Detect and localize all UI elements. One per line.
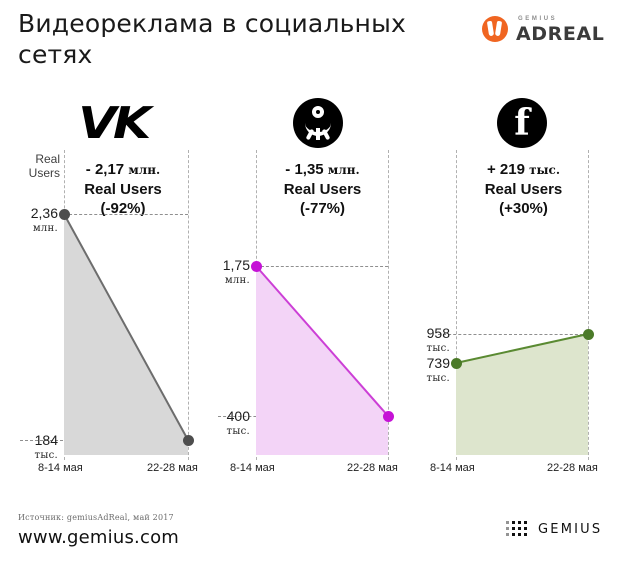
adreal-mark-icon xyxy=(482,16,508,42)
ok-start-value: 1,75 млн. xyxy=(222,257,250,287)
callout-vk-value: - 2,17 xyxy=(85,161,125,178)
callout-vk: - 2,17 млн. Real Users (-92%) xyxy=(48,160,198,218)
vk-trend-line xyxy=(63,213,189,441)
vk-guide-right xyxy=(188,150,189,460)
ok-xlabel-left: 8-14 мая xyxy=(230,462,275,474)
callout-vk-unit: млн. xyxy=(128,163,161,177)
fb-area-fill xyxy=(456,334,588,455)
callout-ok-unit: млн. xyxy=(327,163,360,177)
source-note: Источник: gemiusAdReal, май 2017 xyxy=(18,513,174,522)
fb-datapoint-start xyxy=(450,357,462,369)
callout-fb-unit: тыс. xyxy=(529,163,561,177)
vk-datapoint-end xyxy=(182,434,194,446)
fb-series-svg xyxy=(455,333,589,455)
fb-datapoint-end xyxy=(582,328,594,340)
gemius-website-link[interactable]: www.gemius.com xyxy=(18,527,180,548)
page-title: Видеореклама в социальных сетях xyxy=(18,9,407,69)
vk-hguide-start xyxy=(64,214,188,215)
callout-fb-line3: (+30%) xyxy=(499,200,548,217)
gemius-footer-logo: GEMIUS xyxy=(506,518,612,540)
adreal-gemius-label: GEMIUS xyxy=(518,16,558,22)
callout-fb-line2: Real Users xyxy=(484,181,563,198)
adreal-wordmark: ADREAL xyxy=(516,23,605,45)
chart-vk: 2,36 млн. 184 тыс. 8-14 мая 22-28 мая xyxy=(0,150,218,474)
y-axis-title: Real Users xyxy=(28,152,60,180)
ok-end-value: 400 тыс. xyxy=(226,408,250,438)
fb-guide-left xyxy=(456,150,457,460)
fb-xlabel-right: 22-28 мая xyxy=(547,462,598,474)
facebook-icon: f xyxy=(497,98,547,148)
vk-end-value: 184 тыс. xyxy=(34,432,58,462)
ok-arms-shape xyxy=(305,123,331,140)
callout-vk-line3: (-92%) xyxy=(100,200,146,217)
callout-fb-value: + 219 xyxy=(486,161,525,178)
ok-xlabel-right: 22-28 мая xyxy=(347,462,398,474)
chart-fb: 958 тыс. 739 тыс. 8-14 мая 22-28 мая xyxy=(418,150,624,474)
vk-area-fill xyxy=(64,214,188,455)
gemius-adreal-logo: GEMIUS ADREAL xyxy=(482,13,607,47)
fb-trend-line xyxy=(455,333,589,364)
callout-ok-value: - 1,35 xyxy=(285,161,324,178)
odnoklassniki-icon xyxy=(293,98,343,148)
vk-xlabel-left: 8-14 мая xyxy=(38,462,83,474)
vk-xlabel-right: 22-28 мая xyxy=(147,462,198,474)
ok-area-fill xyxy=(256,266,388,455)
vk-icon: VK xyxy=(78,98,151,149)
gemius-dotgrid-icon xyxy=(506,521,530,537)
callout-vk-line2: Real Users xyxy=(84,181,162,198)
vk-series-svg xyxy=(63,213,189,455)
ok-hguide-start xyxy=(256,266,388,267)
callout-fb: + 219 тыс. Real Users (+30%) xyxy=(446,160,601,218)
fb-hguide-end xyxy=(438,334,588,335)
callout-ok: - 1,35 млн. Real Users (-77%) xyxy=(245,160,400,218)
fb-start-value: 739 тыс. xyxy=(426,355,450,385)
ok-series-svg xyxy=(255,265,389,455)
callout-ok-line2: Real Users xyxy=(283,181,362,198)
ok-trend-line xyxy=(255,265,389,417)
fb-end-value: 958 тыс. xyxy=(426,325,450,355)
ok-head-shape xyxy=(312,106,324,118)
callout-ok-line3: (-77%) xyxy=(299,200,345,217)
vk-start-value: 2,36 млн. xyxy=(30,205,58,235)
fb-guide-right xyxy=(588,150,589,460)
callout-ok-line1: - 1,35 млн. xyxy=(245,160,400,180)
chart-ok: 1,75 млн. 400 тыс. 8-14 мая 22-28 мая xyxy=(218,150,418,474)
ok-guide-right xyxy=(388,150,389,460)
ok-datapoint-start xyxy=(250,260,262,272)
vk-datapoint-start xyxy=(58,208,70,220)
gemius-wordmark: GEMIUS xyxy=(538,522,603,537)
callout-fb-line1: + 219 тыс. xyxy=(446,160,601,180)
fb-xlabel-left: 8-14 мая xyxy=(430,462,475,474)
facebook-f-glyph: f xyxy=(514,102,530,144)
callout-vk-line1: - 2,17 млн. xyxy=(48,160,198,180)
header: Видеореклама в социальных сетях GEMIUS A… xyxy=(0,0,624,90)
ok-datapoint-end xyxy=(382,410,394,422)
